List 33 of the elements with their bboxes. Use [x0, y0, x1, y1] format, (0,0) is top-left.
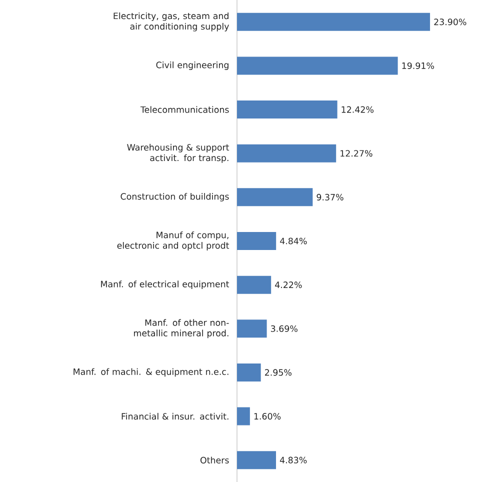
- bar: [237, 363, 261, 382]
- y-tick-label: Manf. of machi. & equipment n.e.c.: [74, 368, 228, 377]
- bar: [237, 144, 336, 162]
- bar: [237, 56, 398, 75]
- data-label: 12.42%: [342, 106, 374, 113]
- y-tick-label: Construction of buildings: [120, 192, 229, 202]
- y-tick-label: Financial & insur. activit.: [122, 412, 228, 420]
- bar: [237, 320, 267, 338]
- y-tick-label: Manf. of other non-metallic mineral prod.: [134, 319, 229, 338]
- bar: [237, 12, 430, 31]
- y-tick-label: Civil engineering: [156, 62, 228, 70]
- data-label: 4.84%: [280, 238, 307, 244]
- y-tick-label: Others: [200, 456, 229, 464]
- data-label: 9.37%: [316, 194, 344, 200]
- bar: [237, 276, 272, 294]
- bar: [237, 100, 338, 119]
- y-tick-label: Telecommunications: [140, 106, 229, 113]
- data-label: 12.27%: [340, 150, 372, 157]
- bar: [237, 232, 276, 250]
- bar: [237, 407, 250, 426]
- y-tick-label: Electricity, gas, steam and air conditioning supply: [114, 12, 229, 32]
- data-label: 1.60%: [254, 412, 281, 420]
- bar: [237, 188, 313, 206]
- data-label: 4.83%: [280, 456, 307, 464]
- data-label: 23.90%: [434, 18, 466, 26]
- y-tick-label: Manuf of compu, electronic and optcl prodt: [117, 232, 230, 250]
- data-label: 3.69%: [270, 325, 298, 332]
- data-label: 19.91%: [402, 62, 434, 70]
- data-label: 4.22%: [275, 282, 302, 288]
- y-tick-label: Manf. of electrical equipment: [101, 280, 230, 290]
- bar: [237, 451, 276, 470]
- y-tick-label: Warehousing & support activit. for transp.: [127, 144, 230, 163]
- data-label: 2.95%: [264, 369, 292, 376]
